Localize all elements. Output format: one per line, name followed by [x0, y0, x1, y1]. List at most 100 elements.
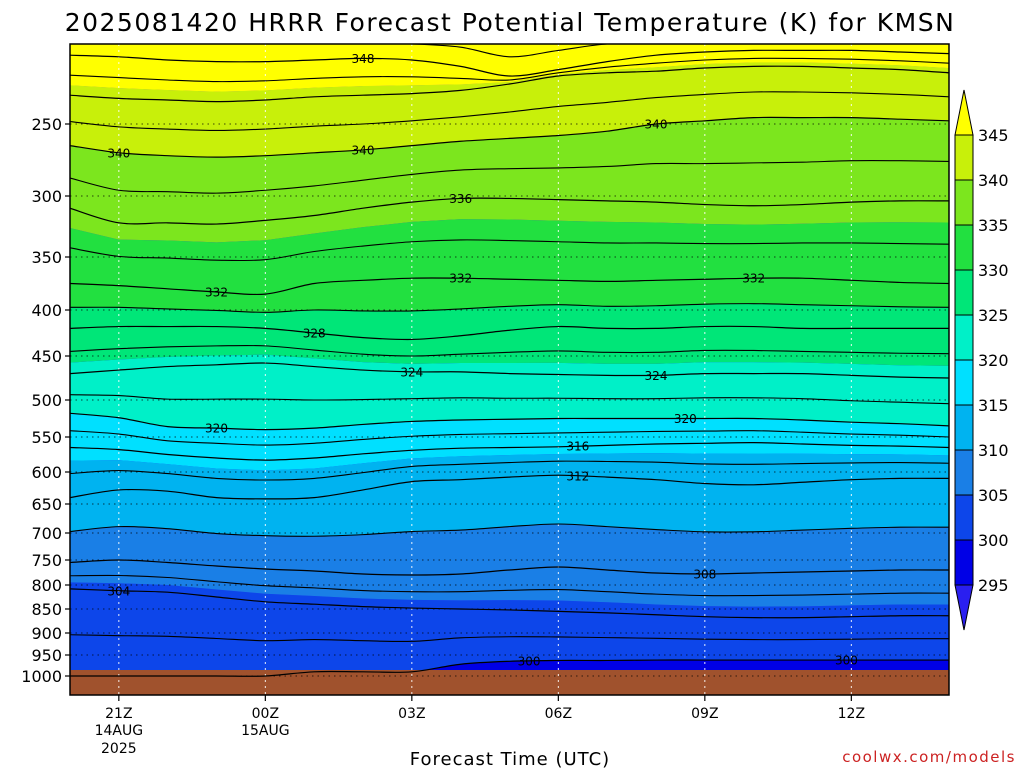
colorbar-arrow-top: [954, 89, 974, 136]
x-tick-year-21Z: 2025: [101, 741, 137, 757]
contour-lines: [70, 44, 949, 677]
isentrope-326: [70, 344, 949, 357]
band-310: [70, 453, 949, 537]
isentrope-306: [70, 574, 949, 597]
y-tick-label-250: 250: [31, 115, 62, 134]
y-tick-label-850: 850: [31, 600, 62, 619]
isentrope-336: [70, 197, 949, 225]
contour-label-340: 340: [352, 143, 375, 157]
x-tick-label-00Z: 00Z: [252, 706, 279, 722]
contour-label-340: 340: [645, 118, 668, 132]
colorbar-box-300: [954, 494, 974, 541]
colorbar-label-310: 310: [978, 441, 1009, 460]
contour-label-316: 316: [566, 440, 589, 454]
contour-label-336: 336: [449, 192, 472, 206]
colorbar-box-320: [954, 314, 974, 361]
grid-lines: [70, 44, 949, 695]
isentrope-348: [70, 49, 949, 77]
y-tick-label-400: 400: [31, 301, 62, 320]
contour-label-304: 304: [107, 584, 130, 598]
y-tick-label-1000: 1000: [21, 667, 62, 686]
colorbar-label-340: 340: [978, 171, 1009, 190]
x-tick-label-21Z: 21Z: [105, 706, 132, 722]
contour-label-332: 332: [449, 272, 472, 286]
band-335: [70, 117, 949, 243]
isentrope-344: [70, 65, 949, 103]
y-tick-label-800: 800: [31, 576, 62, 595]
colorbar-box-340: [954, 134, 974, 181]
x-tick-date-00Z: 15AUG: [241, 723, 290, 739]
isentrope-350: [70, 44, 949, 58]
contour-label-340: 340: [107, 146, 130, 160]
colorbar-box-330: [954, 224, 974, 271]
contour-label-300: 300: [518, 654, 541, 668]
isentrope-300: [70, 659, 949, 677]
colorbar-label-330: 330: [978, 261, 1009, 280]
band-315: [70, 413, 949, 471]
x-tick-label-03Z: 03Z: [398, 706, 425, 722]
y-tick-label-500: 500: [31, 391, 62, 410]
plot-frame: [69, 43, 950, 696]
y-tick-label-950: 950: [31, 646, 62, 665]
isentrope-320: [70, 412, 949, 431]
isentrope-310: [70, 523, 949, 537]
contour-label-320: 320: [205, 422, 228, 436]
y-tick-label-350: 350: [31, 248, 62, 267]
y-tick-label-300: 300: [31, 187, 62, 206]
isentrope-318: [70, 430, 949, 446]
isentrope-308: [70, 559, 949, 576]
isentrope-340: [70, 116, 949, 158]
isentrope-328: [70, 325, 949, 341]
x-tick-label-12Z: 12Z: [838, 706, 865, 722]
band-340: [70, 62, 949, 158]
contour-label-300: 300: [835, 654, 858, 668]
ground-shading: [70, 670, 949, 695]
band-305: [70, 524, 949, 607]
colorbar-label-295: 295: [978, 576, 1009, 595]
y-tick-label-600: 600: [31, 463, 62, 482]
y-tick-label-450: 450: [31, 347, 62, 366]
colorbar-label-325: 325: [978, 306, 1009, 325]
colorbar-label-305: 305: [978, 486, 1009, 505]
plot-area: 300 300 304 308 312 316 320 320 324 324 328 332 332 3…: [70, 44, 949, 695]
contour-label-320: 320: [674, 412, 697, 426]
isentrope-312: [70, 474, 949, 500]
colorbar-box-315: [954, 359, 974, 406]
x-axis-title: Forecast Time (UTC): [410, 749, 610, 768]
contour-label-332: 332: [742, 272, 765, 286]
isentrope-346: [70, 57, 949, 83]
contour-label-328: 328: [303, 327, 326, 341]
contour-label-308: 308: [693, 568, 716, 582]
isentrope-330: [70, 303, 949, 313]
y-axis: 250 300 350 400 450 500 550 600 650 700 750 800 850 9…: [21, 115, 70, 686]
colorbar-label-320: 320: [978, 351, 1009, 370]
chart-title: 2025081420 HRRR Forecast Potential Tempe…: [65, 8, 956, 37]
isentrope-304: [70, 588, 949, 619]
colorbar-box-295: [954, 539, 974, 586]
colorbar-box-335: [954, 179, 974, 226]
isentrope-322: [70, 394, 949, 405]
colorbar: 345 340 335 330 325 320 315 310 305 300 295: [954, 89, 1009, 631]
colorbar-label-315: 315: [978, 396, 1009, 415]
credit-link[interactable]: coolwx.com/models: [842, 748, 1016, 766]
contour-labels: 300 300 304 308 312 316 320 320 324 324 328 332 332 3…: [107, 52, 858, 669]
isentrope-324: [70, 362, 949, 379]
contour-label-324: 324: [645, 369, 668, 383]
x-tick-label-09Z: 09Z: [691, 706, 718, 722]
contour-label-312: 312: [566, 469, 589, 483]
isentrope-316: [70, 441, 949, 461]
x-tick-label-06Z: 06Z: [545, 706, 572, 722]
isentrope-314: [70, 460, 949, 481]
y-tick-label-900: 900: [31, 624, 62, 643]
contour-label-324: 324: [400, 365, 423, 379]
y-tick-label-650: 650: [31, 495, 62, 514]
colorbar-label-300: 300: [978, 531, 1009, 550]
colorbar-box-325: [954, 269, 974, 316]
ground-fill: [70, 670, 949, 695]
y-tick-label-700: 700: [31, 524, 62, 543]
filled-contours: [70, 44, 949, 695]
colorbar-box-305: [954, 449, 974, 496]
y-tick-label-550: 550: [31, 428, 62, 447]
isentrope-338: [70, 160, 949, 194]
